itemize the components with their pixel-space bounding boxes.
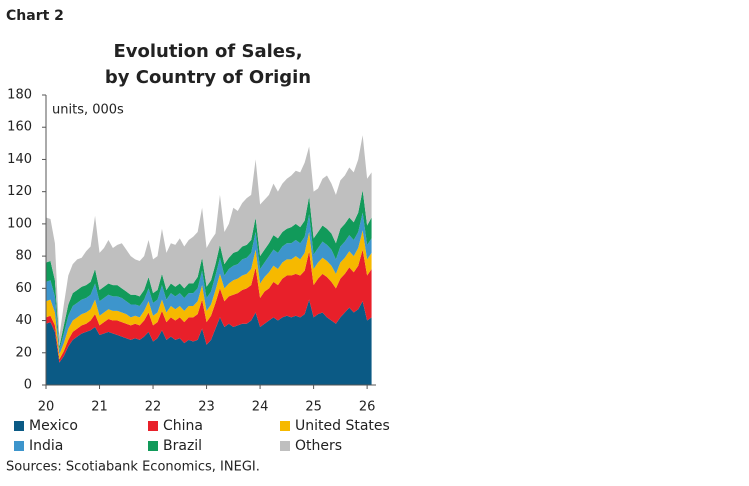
x-tick-label: 24 (252, 400, 269, 415)
x-tick-label: 20 (38, 400, 55, 415)
y-tick-label: 40 (15, 313, 32, 328)
legend-swatch (148, 441, 158, 451)
chart-subtitle: by Country of Origin (105, 67, 311, 88)
y-tick-label: 20 (15, 345, 32, 360)
y-tick-label: 140 (7, 152, 32, 167)
area (46, 212, 372, 355)
legend-swatch (280, 441, 290, 451)
x-tick-label: 21 (91, 400, 108, 415)
x-tick-label: 23 (198, 400, 215, 415)
y-tick-label: 180 (7, 88, 32, 103)
legend-label: Brazil (163, 438, 202, 454)
legend-label: United States (295, 418, 390, 434)
y-tick-label: 120 (7, 184, 32, 199)
y-tick-label: 0 (24, 378, 32, 393)
area (46, 299, 372, 385)
legend-swatch (14, 421, 24, 431)
legend-label: China (163, 418, 203, 434)
chart-title: Evolution of Sales, (113, 41, 302, 62)
source: Sources: Scotiabank Economics, INEGI. (6, 460, 260, 475)
legend-swatch (280, 421, 290, 431)
chart-label: Chart 2 (6, 8, 64, 24)
area (46, 190, 372, 350)
area (46, 249, 372, 363)
area (46, 135, 372, 347)
x-tick-label: 26 (359, 400, 376, 415)
legend-label: Others (295, 438, 342, 454)
y-tick-label: 100 (7, 216, 32, 231)
annotation: units, 000s (52, 103, 124, 118)
x-tick-label: 25 (305, 400, 322, 415)
y-tick-label: 60 (15, 281, 32, 296)
x-tick-label: 22 (145, 400, 162, 415)
y-tick-label: 80 (15, 249, 32, 264)
legend-swatch (14, 441, 24, 451)
legend-label: Mexico (29, 418, 78, 434)
y-tick-label: 160 (7, 120, 32, 135)
legend-swatch (148, 421, 158, 431)
legend-label: India (29, 438, 63, 454)
area (46, 230, 372, 360)
